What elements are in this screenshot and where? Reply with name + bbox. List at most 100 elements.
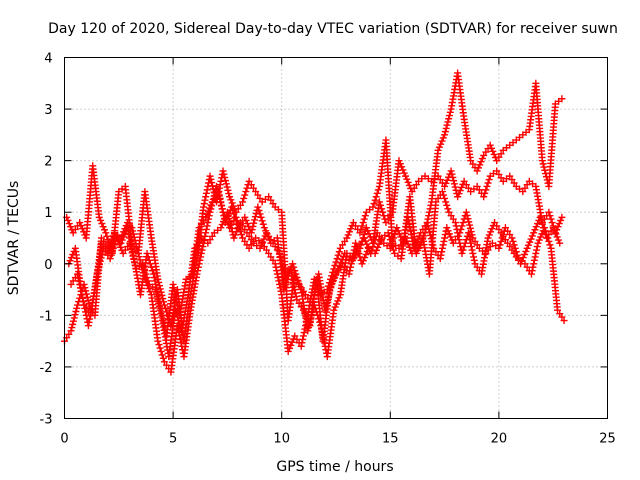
interpolated-point-plus xyxy=(363,240,371,248)
y-tick-label: -2 xyxy=(40,361,53,376)
data-point-plus xyxy=(534,239,542,247)
series-trace-d xyxy=(67,188,564,361)
interpolated-point-plus xyxy=(199,243,207,251)
data-point-plus xyxy=(545,208,553,216)
interpolated-point-plus xyxy=(449,173,457,181)
interpolated-point-plus xyxy=(248,226,256,234)
interpolated-point-plus xyxy=(215,191,223,199)
interpolated-point-plus xyxy=(425,212,433,220)
interpolated-point-plus xyxy=(157,310,165,318)
interpolated-point-plus xyxy=(344,231,352,239)
data-point-plus xyxy=(436,255,444,263)
interpolated-point-plus xyxy=(485,176,493,184)
interpolated-point-plus xyxy=(455,236,463,244)
interpolated-point-plus xyxy=(218,205,226,213)
data-point-plus xyxy=(360,234,368,242)
data-point-plus xyxy=(200,203,208,211)
interpolated-point-plus xyxy=(223,183,231,191)
interpolated-point-plus xyxy=(424,222,432,230)
interpolated-point-plus xyxy=(373,189,381,197)
interpolated-point-plus xyxy=(79,298,87,306)
interpolated-point-plus xyxy=(547,215,555,223)
interpolated-point-plus xyxy=(215,184,223,192)
interpolated-point-plus xyxy=(107,251,115,259)
interpolated-point-plus xyxy=(368,246,376,254)
interpolated-point-plus xyxy=(96,257,104,265)
interpolated-point-plus xyxy=(218,201,226,209)
interpolated-point-plus xyxy=(464,215,472,223)
interpolated-point-plus xyxy=(290,263,298,271)
interpolated-point-plus xyxy=(444,227,452,235)
interpolated-point-plus xyxy=(135,253,143,261)
interpolated-point-plus xyxy=(278,259,286,267)
interpolated-point-plus xyxy=(97,254,105,262)
interpolated-point-plus xyxy=(325,290,333,298)
data-point-plus xyxy=(447,167,455,175)
interpolated-point-plus xyxy=(331,303,339,311)
data-point-plus xyxy=(402,172,410,180)
interpolated-point-plus xyxy=(453,225,461,233)
interpolated-point-plus xyxy=(225,190,233,198)
interpolated-point-plus xyxy=(470,256,478,264)
data-point-plus xyxy=(106,255,114,263)
data-point-plus xyxy=(480,193,488,201)
interpolated-point-plus xyxy=(203,222,211,230)
interpolated-point-plus xyxy=(551,227,559,235)
interpolated-point-plus xyxy=(490,150,498,158)
interpolated-point-plus xyxy=(326,287,334,295)
data-point-plus xyxy=(215,188,223,196)
interpolated-point-plus xyxy=(224,186,232,194)
interpolated-point-plus xyxy=(452,222,460,230)
data-point-plus xyxy=(441,182,449,190)
data-point-plus xyxy=(358,260,366,268)
interpolated-point-plus xyxy=(158,313,166,321)
data-point-plus xyxy=(254,203,262,211)
interpolated-point-plus xyxy=(467,239,475,247)
interpolated-point-plus xyxy=(226,218,234,226)
y-tick-label: 2 xyxy=(44,155,52,170)
interpolated-point-plus xyxy=(256,210,264,218)
interpolated-point-plus xyxy=(141,267,149,275)
data-point-plus xyxy=(451,219,459,227)
interpolated-point-plus xyxy=(448,170,456,178)
interpolated-point-plus xyxy=(438,244,446,252)
interpolated-point-plus xyxy=(221,173,229,181)
data-point-plus xyxy=(304,327,312,335)
interpolated-point-plus xyxy=(154,296,162,304)
interpolated-point-plus xyxy=(310,291,318,299)
data-point-plus xyxy=(384,229,392,237)
interpolated-point-plus xyxy=(362,251,370,259)
interpolated-point-plus xyxy=(439,134,447,142)
data-point-plus xyxy=(356,229,364,237)
interpolated-point-plus xyxy=(208,179,216,187)
interpolated-point-plus xyxy=(173,313,181,321)
interpolated-point-plus xyxy=(220,170,228,178)
data-point-plus xyxy=(202,213,210,221)
interpolated-point-plus xyxy=(332,300,340,308)
interpolated-point-plus xyxy=(425,225,433,233)
data-point-plus xyxy=(226,193,234,201)
data-point-plus xyxy=(223,208,231,216)
interpolated-point-plus xyxy=(73,304,81,312)
interpolated-point-plus xyxy=(445,230,453,238)
data-point-plus xyxy=(230,234,238,242)
interpolated-point-plus xyxy=(538,220,546,228)
interpolated-point-plus xyxy=(372,193,380,201)
interpolated-point-plus xyxy=(257,213,265,221)
interpolated-point-plus xyxy=(151,277,159,285)
data-point-plus xyxy=(393,224,401,232)
interpolated-point-plus xyxy=(521,251,529,259)
interpolated-point-plus xyxy=(120,233,128,241)
data-point-plus xyxy=(454,193,462,201)
chart-title: Day 120 of 2020, Sidereal Day-to-day VTE… xyxy=(48,21,618,37)
interpolated-point-plus xyxy=(221,177,229,185)
interpolated-point-plus xyxy=(114,237,122,245)
interpolated-point-plus xyxy=(289,275,297,283)
data-point-plus xyxy=(558,95,566,103)
interpolated-point-plus xyxy=(446,108,454,116)
data-point-plus xyxy=(113,234,121,242)
data-point-plus xyxy=(139,260,147,268)
y-tick-label: 0 xyxy=(44,258,52,273)
x-tick-label: 15 xyxy=(382,432,399,447)
interpolated-point-plus xyxy=(281,282,289,290)
